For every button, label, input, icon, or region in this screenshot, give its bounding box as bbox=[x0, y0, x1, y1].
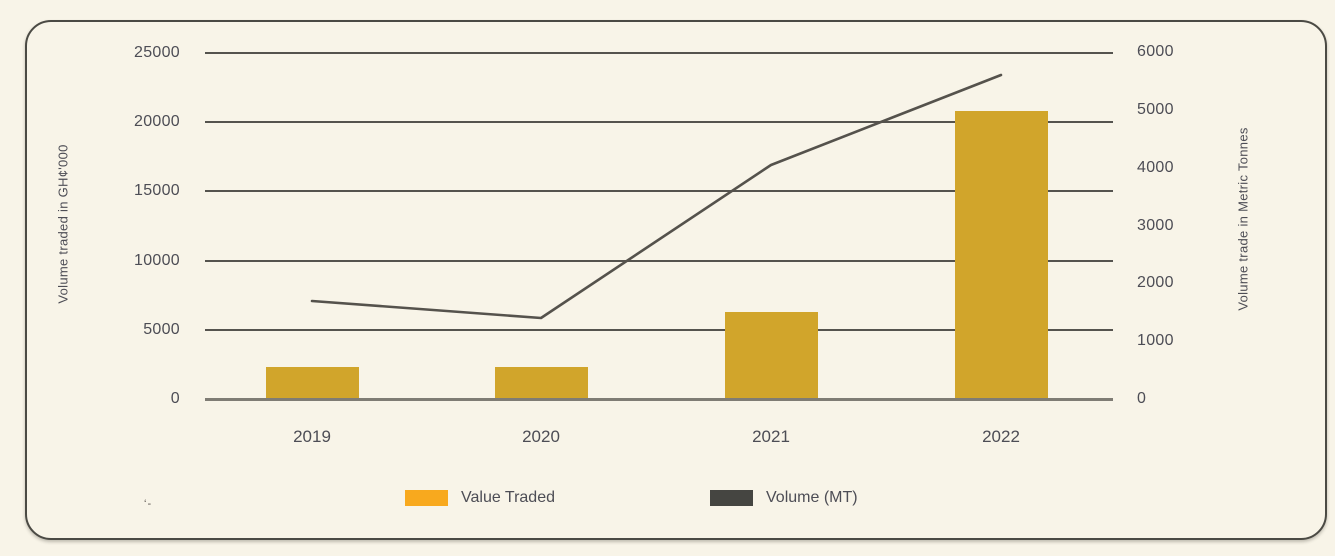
left-axis-tick-label: 0 bbox=[170, 390, 180, 407]
right-axis-tick-label: 5000 bbox=[1137, 101, 1174, 118]
x-axis-tick-label: 2019 bbox=[293, 427, 331, 446]
value-traded-bar bbox=[955, 111, 1048, 400]
right-axis-tick-label: 1000 bbox=[1137, 332, 1174, 349]
volume-mt-legend-swatch bbox=[710, 490, 753, 506]
value-traded-legend-swatch bbox=[405, 490, 448, 506]
legend-label: Value Traded bbox=[461, 489, 555, 506]
right-axis-tick-label: 0 bbox=[1137, 390, 1147, 407]
legend-item-value-traded: Value Traded bbox=[405, 489, 555, 507]
legend-item-volume-mt: Volume (MT) bbox=[710, 489, 858, 507]
right-axis-tick-label: 3000 bbox=[1137, 217, 1174, 234]
value-traded-bar bbox=[725, 312, 818, 400]
gridline bbox=[205, 329, 1113, 331]
chart-card bbox=[25, 20, 1327, 540]
left-axis-tick-label: 10000 bbox=[134, 252, 180, 269]
right-axis-tick-label: 2000 bbox=[1137, 274, 1174, 291]
right-axis-tick-label: 6000 bbox=[1137, 43, 1174, 60]
gridline bbox=[205, 52, 1113, 54]
right-axis-title: Volume trade in Metric Tonnes bbox=[1235, 127, 1251, 311]
legend-label: Volume (MT) bbox=[766, 489, 858, 506]
x-axis-tick-label: 2021 bbox=[752, 427, 790, 446]
left-axis-title: Volume traded in GH¢'000 bbox=[55, 144, 71, 304]
left-axis-tick-label: 20000 bbox=[134, 113, 180, 130]
stray-mark: ‘- bbox=[144, 498, 153, 510]
x-axis-tick-label: 2020 bbox=[522, 427, 560, 446]
value-traded-bar bbox=[266, 367, 359, 400]
x-axis-tick-label: 2022 bbox=[982, 427, 1020, 446]
left-axis-tick-label: 5000 bbox=[143, 321, 180, 338]
left-axis-tick-label: 15000 bbox=[134, 182, 180, 199]
x-axis-baseline bbox=[205, 398, 1113, 401]
left-axis-tick-label: 25000 bbox=[134, 44, 180, 61]
right-axis-tick-label: 4000 bbox=[1137, 159, 1174, 176]
value-traded-bar bbox=[495, 367, 588, 400]
